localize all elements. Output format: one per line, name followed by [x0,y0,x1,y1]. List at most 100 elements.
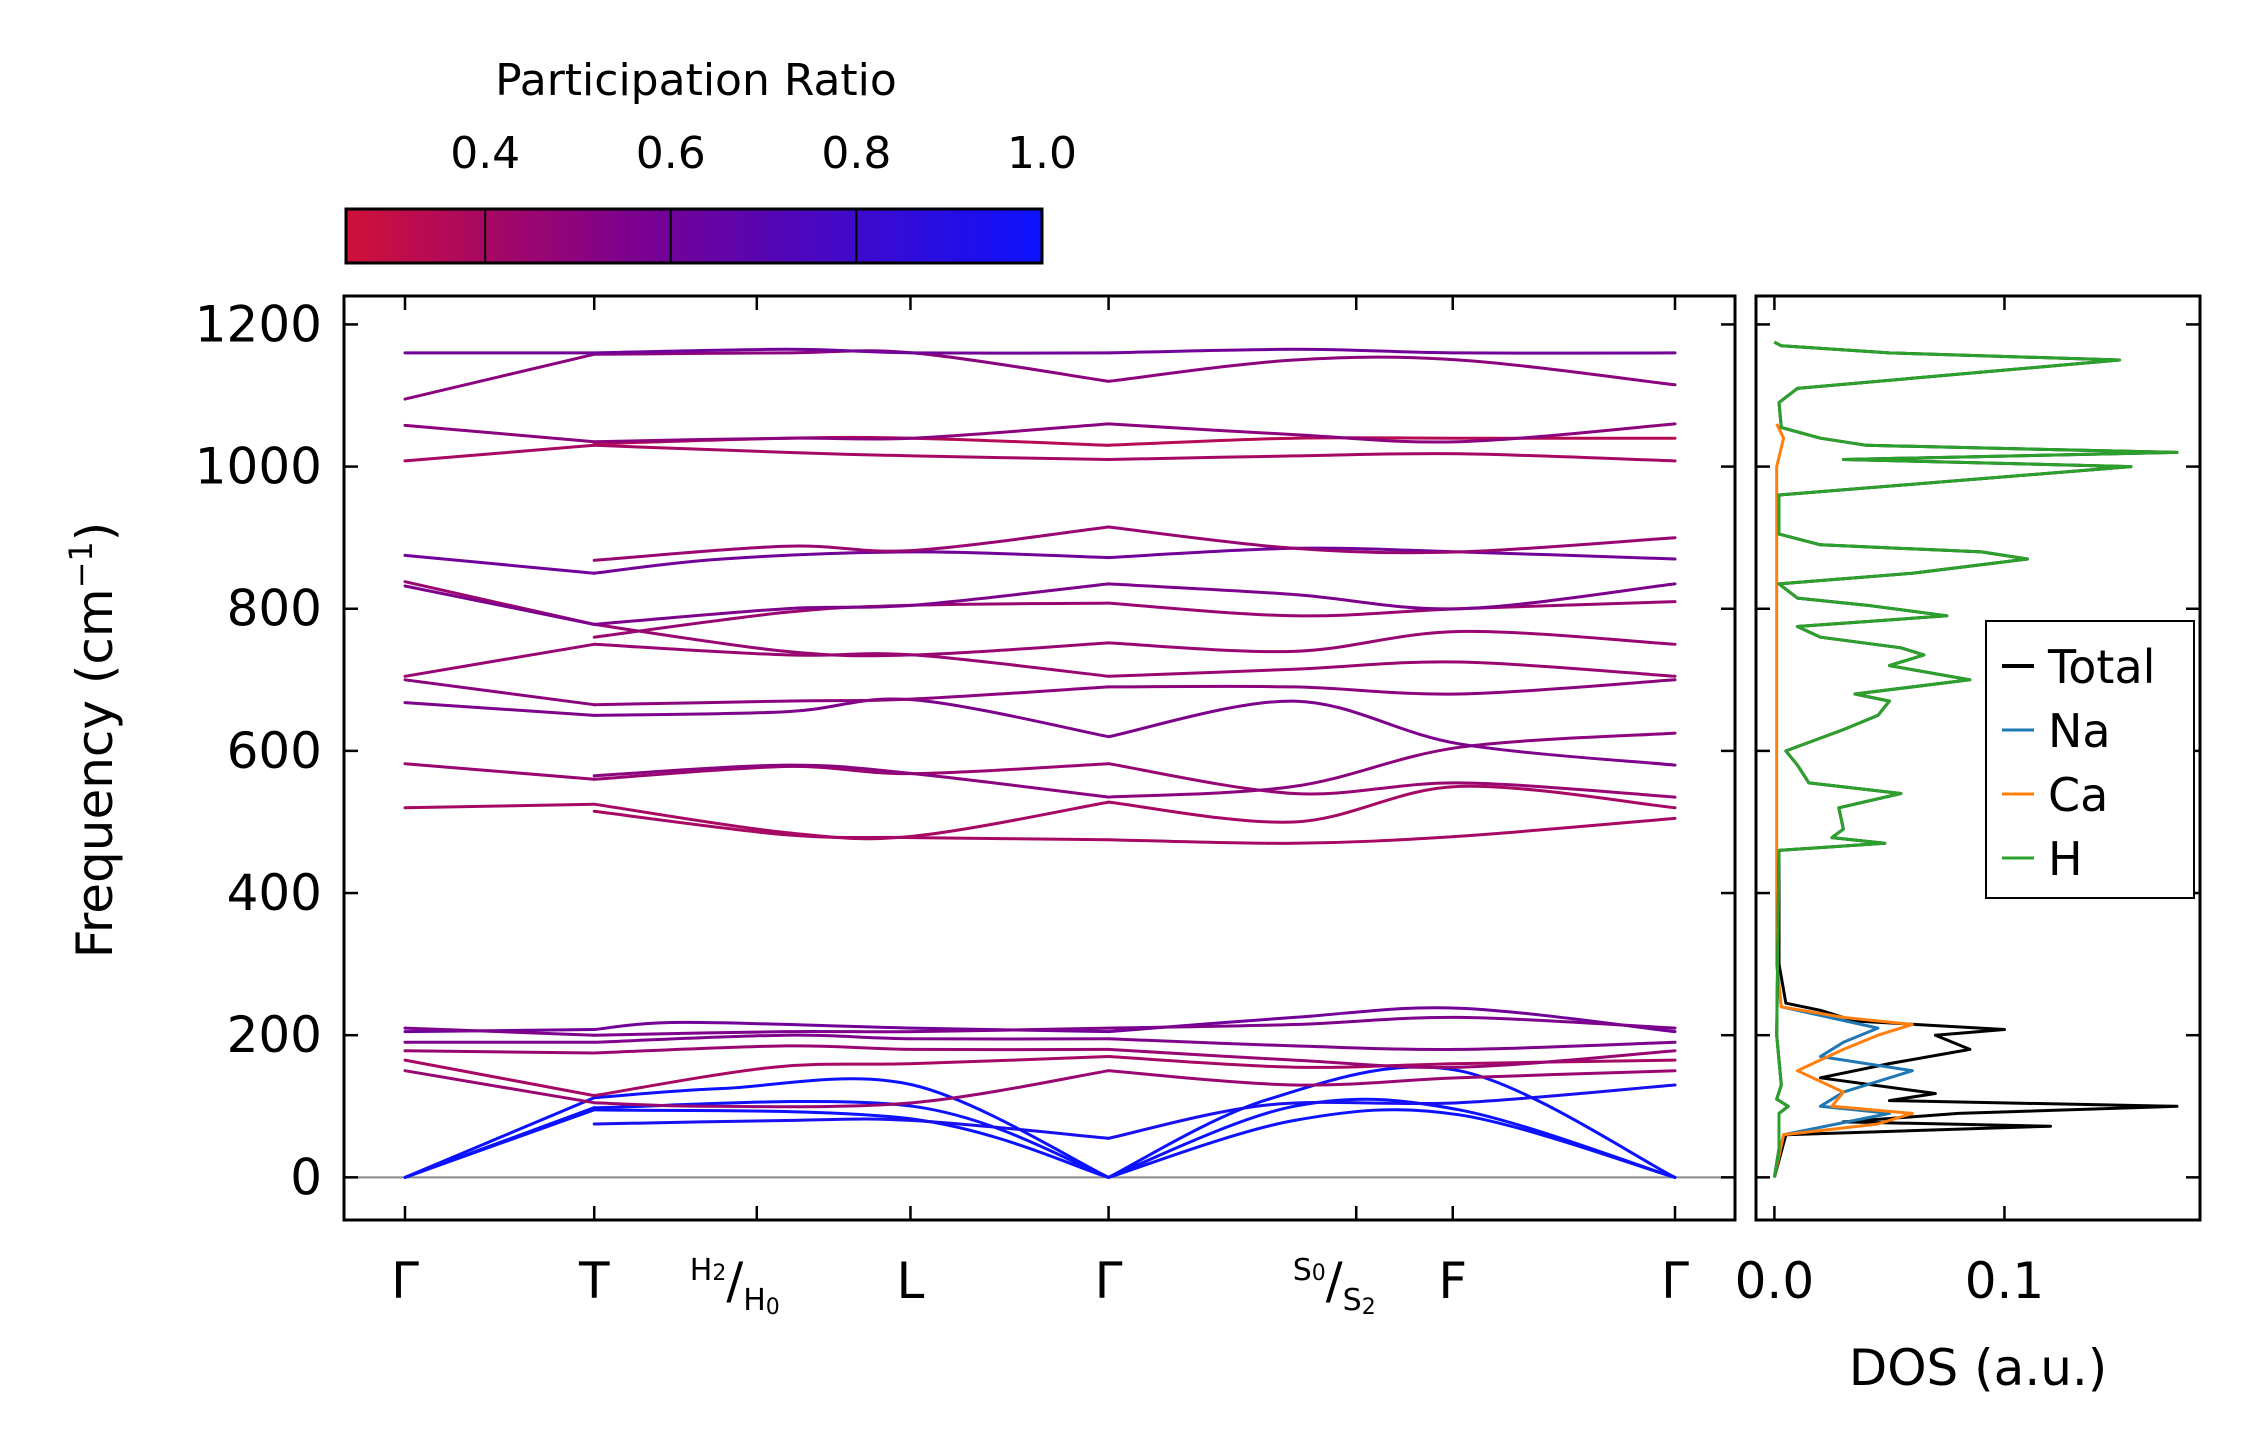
band-y-tick-label: 0 [290,1148,322,1206]
phonon-band-h-880 [1107,525,1677,555]
phonon-band-h-1100 [1107,355,1677,387]
phonon-band-acoustic-2 [403,1108,596,1179]
band-y-tick-label: 1200 [195,295,322,353]
phonon-band-h-1010 [592,443,1111,461]
k-point-label: L [897,1252,925,1310]
phonon-band-h-1010 [403,443,596,463]
dos-x-tick-label: 0.1 [1965,1252,2045,1310]
phonon-band-opt-low-6 [403,1026,596,1037]
band-y-axis: 0 200 400 600 800 1000 1200 [195,295,1735,1206]
phonon-band-opt-low-6 [1107,1015,1677,1030]
colorbar-tick-label: 1.0 [1007,128,1077,179]
colorbar-label: Participation Ratio [495,55,897,106]
phonon-band-acoustic-2 [592,1108,1111,1179]
phonon-band-acoustic-2 [1107,1108,1677,1179]
phonon-band-h-560 [592,762,1111,781]
phonon-band-h-650 [592,697,1111,739]
phonon-band-h-700 [403,642,596,678]
k-point-label-sub: 2 [1362,1295,1376,1320]
k-point-label: F [1438,1252,1467,1310]
k-point-label-part: / [726,1252,743,1310]
k-point-label-part: H [743,1283,766,1318]
k-point-label-part: H [690,1253,713,1288]
dos-legend: Total Na Ca H [1985,620,2195,899]
phonon-band-opt-low-1 [403,1069,596,1105]
phonon-band-h-880 [592,525,1111,562]
phonon-band-h-1010 [1107,452,1677,463]
phonon-band-opt-low-4 [1107,1037,1677,1051]
phonon-band-acoustic-3 [1107,1065,1677,1179]
phonon-band-h-820 [403,584,596,626]
dos-plot-frame [1754,294,2202,1222]
phonon-band-acoustic-4 [592,1117,1111,1140]
k-point-label: Γ [1095,1252,1123,1310]
phonon-band-opt-low-4 [592,1033,1111,1044]
phonon-band-h-1160 [1107,347,1677,355]
phonon-band-acoustic-4 [1107,1083,1677,1140]
phonon-band-opt-low-3 [592,1044,1111,1055]
legend-label-Ca: Ca [2048,768,2108,822]
colorbar: Participation Ratio 0.4 0.6 0.8 1.0 [344,55,1077,265]
k-point-label: Γ [391,1252,419,1310]
colorbar-tick-label: 0.6 [636,128,706,179]
legend-label-Total: Total [2047,640,2155,694]
dos-curve-H [1772,340,2179,1178]
phonon-band-h-1160 [592,347,1111,355]
phonon-band-h-750 [1107,629,1677,654]
phonon-band-h-650 [1107,699,1677,767]
phonon-band-opt-low-3 [403,1049,596,1055]
phonon-band-opt-low-6 [592,1026,1111,1037]
k-point-label: S0/S2 [1293,1252,1376,1320]
k-point-label: T [578,1252,610,1310]
legend-label-H: H [2048,832,2083,886]
colorbar-tick-label: 0.4 [450,128,520,179]
phonon-band-h-1100 [592,349,1111,383]
y-axis-label-tail: ) [66,522,124,542]
phonon-band-opt-low-1 [592,1069,1111,1109]
colorbar-tick-label: 0.8 [821,128,891,179]
phonon-band-h-520 [1107,784,1677,824]
phonon-band-h-520 [592,800,1111,841]
y-axis-label-exponent: −1 [62,541,100,588]
phonon-band-h-560 [1107,762,1677,799]
phonon-band-opt-low-2 [592,1055,1111,1098]
legend-entries: Total Na Ca H [2002,640,2155,886]
dos-panel: 0.0 0.1 DOS (a.u.) Total Na Ca H [1735,294,2202,1397]
k-point-label-part: / [1326,1252,1343,1310]
phonon-band-h-650 [403,701,596,717]
phonon-band-h-520 [403,802,596,810]
dos-y-ticks [1756,323,2200,1179]
dos-x-tick-label: 0.0 [1735,1252,1815,1310]
phonon-band-h-1030 [1107,436,1677,447]
phonon-band-h-1100 [403,352,596,401]
band-y-tick-label: 400 [227,864,322,922]
phonon-band-h-680 [1107,678,1677,696]
phonon-band-opt-low-2 [403,1058,596,1098]
band-k-path-axis: Γ T H2/H0 L Γ S0/S2 F Γ [391,296,1689,1320]
y-axis-label: Frequency (cm−1) [62,522,124,959]
k-point-label-sub: 0 [1312,1261,1326,1286]
phonon-band-h-480 [1107,816,1677,845]
phonon-band-h-780 [1107,600,1677,618]
phonon-band-h-600 [1107,731,1677,799]
phonon-band-h-850 [592,550,1111,575]
phonon-band-h-750 [592,622,1111,658]
phonon-band-acoustic-3 [592,1077,1111,1179]
k-point-label-part: S [1293,1253,1312,1288]
k-point-label: Γ [1661,1252,1689,1310]
legend-label-Na: Na [2048,704,2111,758]
phonon-band-h-700 [1107,660,1677,678]
dos-curve-Ca [1772,423,1914,1178]
phonon-band-opt-low-3 [1107,1047,1677,1069]
phonon-band-h-820 [592,582,1111,626]
k-point-label: H2/H0 [690,1252,780,1320]
y-axis-label-main: Frequency (cm [66,588,124,958]
phonon-band-opt-low-5 [1107,1006,1677,1034]
phonon-band-h-600 [592,763,1111,799]
band-y-tick-label: 600 [227,722,322,780]
phonon-band-h-700 [592,642,1111,678]
band-y-tick-label: 200 [227,1006,322,1064]
k-point-label-sub: 0 [766,1295,780,1320]
